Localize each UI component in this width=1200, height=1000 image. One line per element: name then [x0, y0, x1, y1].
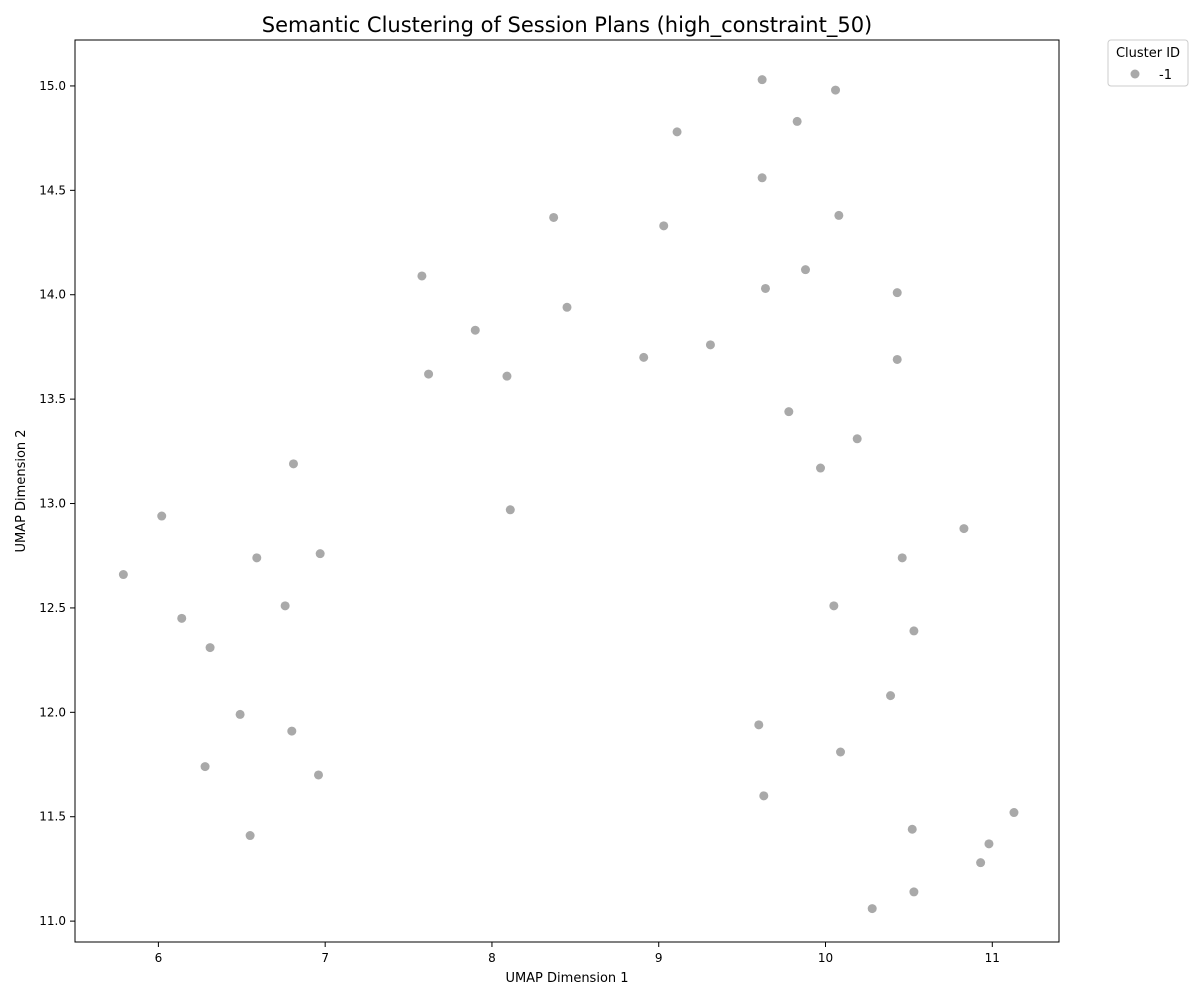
data-point — [867, 904, 877, 914]
data-points — [118, 75, 1019, 914]
data-point — [886, 691, 896, 701]
x-tick-label: 6 — [155, 951, 163, 965]
y-axis-label: UMAP Dimension 2 — [14, 429, 29, 552]
legend-marker — [1130, 69, 1140, 79]
data-point — [909, 887, 919, 897]
y-tick-label: 15.0 — [39, 79, 66, 93]
data-point — [287, 726, 297, 736]
data-point — [417, 271, 427, 281]
x-tick-label: 11 — [985, 951, 1000, 965]
data-point — [984, 839, 994, 849]
data-point — [470, 325, 480, 335]
data-point — [659, 221, 669, 231]
data-point — [892, 354, 902, 364]
y-tick-label: 14.0 — [39, 288, 66, 302]
data-point — [235, 709, 245, 719]
data-point — [252, 553, 262, 563]
y-axis: 11.0 11.5 12.0 12.5 13.0 13.5 14.0 14.5 15.0 — [39, 79, 75, 928]
data-point — [502, 371, 512, 381]
data-point — [288, 459, 298, 469]
data-point — [118, 570, 128, 580]
data-point — [757, 173, 767, 183]
data-point — [639, 352, 649, 362]
data-point — [245, 831, 255, 841]
x-axis: 6 7 8 9 10 11 — [155, 942, 1000, 965]
y-tick-label: 14.5 — [39, 183, 66, 197]
y-tick-label: 11.0 — [39, 914, 66, 928]
legend: Cluster ID -1 — [1107, 39, 1189, 87]
data-point — [705, 340, 715, 350]
data-point — [157, 511, 167, 521]
data-point — [800, 265, 810, 275]
y-tick-label: 13.0 — [39, 497, 66, 511]
x-tick-label: 10 — [818, 951, 833, 965]
data-point — [897, 553, 907, 563]
y-tick-label: 13.5 — [39, 392, 66, 406]
legend-frame — [1107, 39, 1189, 87]
data-point — [549, 212, 559, 222]
data-point — [852, 434, 862, 444]
data-point — [672, 127, 682, 137]
data-point — [505, 505, 515, 515]
x-tick-label: 7 — [321, 951, 329, 965]
data-point — [315, 549, 325, 559]
data-point — [205, 643, 215, 653]
data-point — [792, 116, 802, 126]
data-point — [909, 626, 919, 636]
data-point — [834, 210, 844, 220]
data-point — [959, 524, 969, 534]
data-point — [562, 302, 572, 312]
data-point — [177, 613, 187, 623]
data-point — [907, 824, 917, 834]
data-point — [200, 762, 210, 772]
data-point — [760, 283, 770, 293]
data-point — [831, 85, 841, 95]
data-point — [757, 75, 767, 85]
data-point — [424, 369, 434, 379]
y-tick-label: 12.5 — [39, 601, 66, 615]
x-tick-label: 9 — [655, 951, 663, 965]
data-point — [836, 747, 846, 757]
chart-title: Semantic Clustering of Session Plans (hi… — [262, 13, 873, 38]
x-axis-label: UMAP Dimension 1 — [505, 971, 628, 986]
y-tick-label: 12.0 — [39, 705, 66, 719]
data-point — [759, 791, 769, 801]
data-point — [829, 601, 839, 611]
legend-entry-label: -1 — [1159, 68, 1172, 83]
y-tick-label: 11.5 — [39, 810, 66, 824]
data-point — [280, 601, 290, 611]
data-point — [976, 858, 986, 868]
legend-title: Cluster ID — [1116, 46, 1180, 61]
data-point — [754, 720, 764, 730]
data-point — [1009, 808, 1019, 818]
x-tick-label: 8 — [488, 951, 496, 965]
data-point — [784, 407, 794, 417]
data-point — [892, 288, 902, 298]
data-point — [816, 463, 826, 473]
data-point — [313, 770, 323, 780]
plot-frame — [74, 39, 1060, 943]
